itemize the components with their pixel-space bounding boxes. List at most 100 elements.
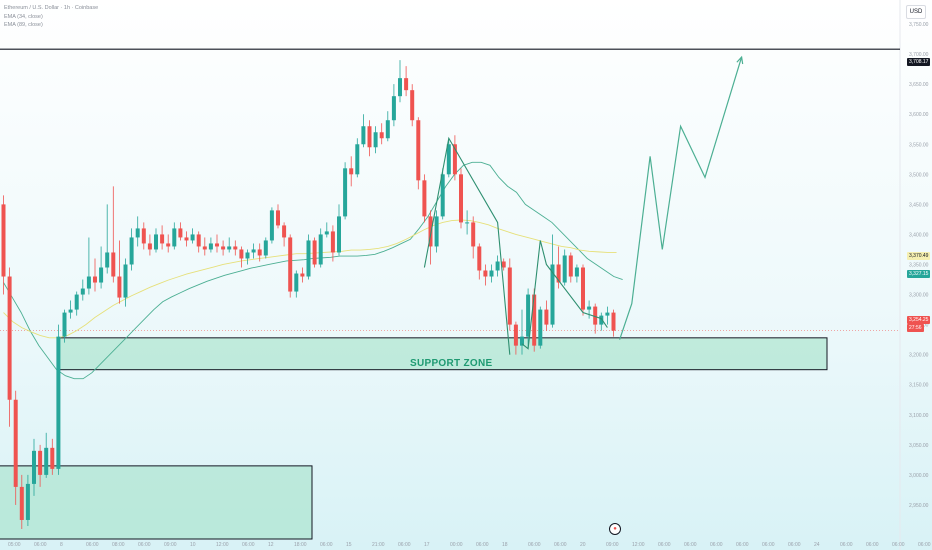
price-tick-label: 3,350.00 bbox=[909, 262, 929, 268]
ema89-price-tag: 3,370.49 bbox=[907, 252, 931, 260]
candle-body bbox=[574, 267, 579, 277]
candle-body bbox=[568, 255, 573, 277]
candle-body bbox=[105, 252, 110, 268]
candle-body bbox=[239, 249, 244, 259]
candle-body bbox=[154, 234, 158, 250]
candle-body bbox=[550, 264, 555, 325]
candle-body bbox=[282, 225, 287, 238]
candle-body bbox=[501, 261, 506, 268]
price-tick-label: 3,600.00 bbox=[909, 112, 929, 118]
time-tick-label: 06:00 bbox=[684, 542, 697, 548]
candle-body bbox=[318, 234, 323, 265]
time-tick-label: 06:00 bbox=[736, 542, 749, 548]
time-tick-label: 05:00 bbox=[8, 542, 21, 548]
time-tick-label: 09:00 bbox=[606, 542, 619, 548]
candle-body bbox=[141, 228, 146, 244]
candle-body bbox=[56, 336, 61, 469]
candle-body bbox=[471, 222, 476, 247]
candle-body bbox=[99, 267, 104, 283]
time-tick-label: 06:00 bbox=[528, 542, 541, 548]
candle-body bbox=[343, 168, 348, 217]
time-tick-label: 17 bbox=[424, 542, 430, 548]
candle-body bbox=[135, 228, 140, 238]
price-tick-label: 3,200.00 bbox=[909, 353, 929, 359]
time-tick-label: 06:00 bbox=[554, 542, 567, 548]
candle-body bbox=[526, 294, 531, 337]
time-tick-label: 06:00 bbox=[398, 542, 411, 548]
candle-body bbox=[172, 228, 177, 247]
candle-body bbox=[263, 240, 268, 256]
candle-body bbox=[7, 276, 12, 400]
time-tick-label: 12 bbox=[268, 542, 274, 548]
candle-body bbox=[410, 90, 415, 121]
resistance-price-tag: 3,708.17 bbox=[907, 58, 931, 66]
price-tick-label: 3,500.00 bbox=[909, 172, 929, 178]
candle-body bbox=[147, 243, 152, 250]
candle-body bbox=[337, 216, 341, 253]
time-tick-label: 08:00 bbox=[112, 542, 125, 548]
candle-body bbox=[434, 216, 439, 247]
candle-body bbox=[599, 315, 604, 325]
price-tick-label: 3,700.00 bbox=[909, 52, 929, 58]
candle-body bbox=[459, 174, 463, 223]
candle-body bbox=[32, 450, 36, 484]
candle-body bbox=[86, 276, 91, 289]
candle-body bbox=[294, 273, 299, 292]
candle-body bbox=[196, 234, 201, 247]
candle-body bbox=[349, 168, 354, 175]
candle-body bbox=[513, 324, 518, 346]
candle-body bbox=[373, 132, 378, 148]
time-tick-label: 12:00 bbox=[632, 542, 645, 548]
time-tick-label: 10 bbox=[190, 542, 196, 548]
price-tick-label: 3,050.00 bbox=[909, 443, 929, 449]
time-tick-label: 06:00 bbox=[866, 542, 879, 548]
candle-body bbox=[581, 267, 585, 310]
price-tick-label: 3,150.00 bbox=[909, 383, 929, 389]
time-tick-label: 8 bbox=[60, 542, 63, 548]
time-tick-label: 12:00 bbox=[216, 542, 229, 548]
candle-body bbox=[117, 276, 122, 298]
projection-path bbox=[619, 56, 743, 340]
currency-button[interactable]: USD bbox=[906, 5, 926, 19]
candle-body bbox=[465, 222, 470, 224]
candle-body bbox=[330, 231, 335, 253]
ema89-legend: EMA (89, close) bbox=[4, 22, 43, 28]
candle-body bbox=[245, 252, 250, 259]
candle-body bbox=[532, 294, 537, 346]
price-tick-label: 3,300.00 bbox=[909, 293, 929, 299]
candle-body bbox=[367, 126, 372, 148]
candle-body bbox=[416, 120, 421, 181]
symbol-title: Ethereum / U.S. Dollar · 1h · Coinbase bbox=[4, 5, 99, 11]
candle-body bbox=[221, 246, 226, 250]
candle-body bbox=[556, 264, 561, 283]
countdown-tag: 27:56 bbox=[907, 324, 924, 332]
time-tick-label: 21:00 bbox=[372, 542, 385, 548]
support-zone-box bbox=[57, 337, 828, 371]
price-tick-label: 3,100.00 bbox=[909, 413, 929, 419]
candle-body bbox=[19, 486, 24, 520]
time-tick-label: 06:00 bbox=[710, 542, 723, 548]
ema34-price-tag: 3,327.15 bbox=[907, 270, 931, 278]
candle-body bbox=[288, 237, 293, 292]
candle-body bbox=[324, 231, 329, 235]
chart-legend: Ethereum / U.S. Dollar · 1h · Coinbase E… bbox=[4, 4, 98, 30]
tradingview-logo-icon[interactable]: ● bbox=[609, 523, 621, 535]
candle-body bbox=[520, 336, 524, 346]
time-tick-label: 18:00 bbox=[294, 542, 307, 548]
candle-body bbox=[233, 246, 238, 250]
time-tick-label: 06:00 bbox=[658, 542, 671, 548]
price-tick-label: 3,650.00 bbox=[909, 82, 929, 88]
candle-body bbox=[489, 270, 494, 277]
candle-body bbox=[44, 447, 49, 475]
time-tick-label: 24 bbox=[814, 542, 820, 548]
candle-body bbox=[184, 237, 189, 241]
candle-body bbox=[269, 210, 274, 241]
zigzag-pattern bbox=[521, 240, 608, 350]
candle-body bbox=[422, 180, 427, 217]
candle-body bbox=[587, 306, 592, 310]
candle-body bbox=[74, 294, 79, 310]
candle-body bbox=[398, 78, 402, 97]
price-tick-label: 2,950.00 bbox=[909, 503, 929, 509]
